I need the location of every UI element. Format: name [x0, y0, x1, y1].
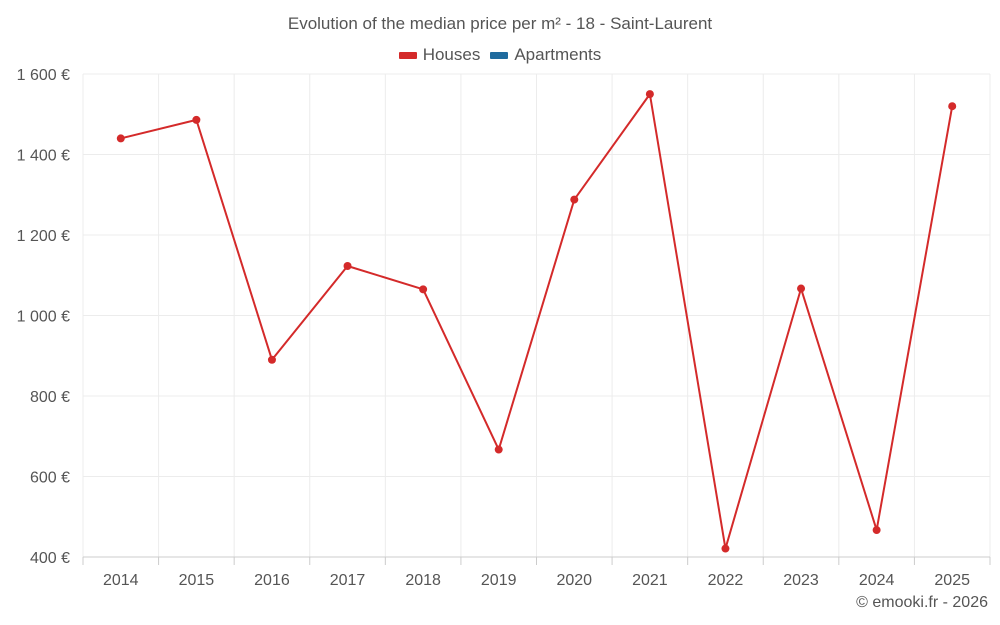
x-tick-label: 2023 — [783, 572, 819, 589]
series-line-houses — [120, 93, 954, 550]
y-tick-label: 600 € — [30, 470, 70, 487]
data-point-houses[interactable] — [872, 526, 881, 535]
data-point-houses[interactable] — [343, 261, 352, 270]
y-tick-label: 1 000 € — [17, 309, 70, 326]
data-point-houses[interactable] — [948, 102, 957, 111]
x-tick-label: 2015 — [179, 572, 215, 589]
x-tick-label: 2024 — [859, 572, 895, 589]
credit-text: © emooki.fr - 2026 — [856, 594, 988, 611]
y-tick-label: 800 € — [30, 389, 70, 406]
y-tick-label: 1 200 € — [17, 228, 70, 245]
legend-item-houses[interactable]: Houses — [398, 45, 481, 65]
x-tick-label: 2016 — [254, 572, 290, 589]
y-tick-label: 400 € — [30, 550, 70, 567]
data-point-houses[interactable] — [116, 134, 125, 143]
data-point-houses[interactable] — [645, 90, 654, 99]
chart-title: Evolution of the median price per m² - 1… — [287, 14, 713, 33]
y-axis-ticks: 400 € 600 € 800 € 1 000 € 1 200 € 1 400 € 1 60… — [17, 67, 70, 567]
x-tick-label: 2020 — [556, 572, 592, 589]
data-point-houses[interactable] — [494, 445, 503, 454]
legend-item-apartments[interactable]: Apartments — [490, 45, 601, 65]
data-point-houses[interactable] — [721, 544, 730, 553]
x-tick-label: 2017 — [330, 572, 366, 589]
y-tick-label: 1 400 € — [17, 148, 70, 165]
data-point-houses[interactable] — [419, 285, 428, 294]
x-axis-ticks: 2014 2015 2016 2017 2018 2019 2020 2021 2022 2023… — [103, 572, 970, 589]
x-tick-label: 2018 — [405, 572, 441, 589]
axes — [82, 556, 991, 565]
legend-swatch-apartments — [490, 51, 509, 59]
grid-lines — [82, 73, 991, 557]
data-point-houses[interactable] — [570, 195, 579, 204]
data-point-houses[interactable] — [267, 355, 276, 364]
x-tick-label: 2022 — [708, 572, 744, 589]
legend-swatch-houses — [398, 51, 417, 59]
series-layer — [116, 90, 957, 553]
data-point-houses[interactable] — [192, 115, 201, 124]
legend-label-houses: Houses — [422, 45, 481, 64]
x-tick-label: 2019 — [481, 572, 517, 589]
x-tick-label: 2025 — [934, 572, 970, 589]
data-point-houses[interactable] — [797, 284, 806, 293]
x-tick-label: 2014 — [103, 572, 139, 589]
legend-label-apartments: Apartments — [514, 45, 602, 64]
y-tick-label: 1 600 € — [17, 67, 70, 84]
x-tick-label: 2021 — [632, 572, 668, 589]
legend: Houses Apartments — [0, 45, 1000, 65]
